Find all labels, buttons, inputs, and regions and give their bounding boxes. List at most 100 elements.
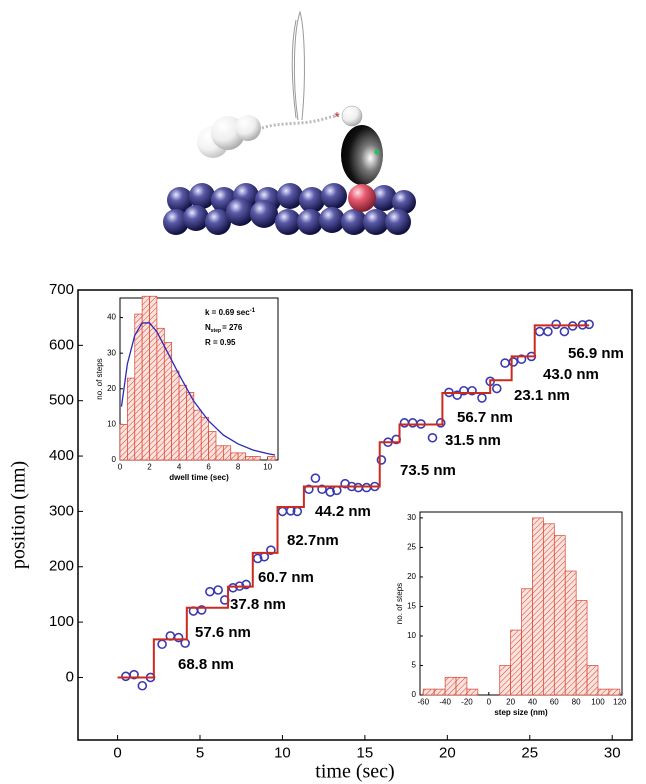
- step-trace: [117, 324, 590, 679]
- y-tick-label: 0: [412, 690, 417, 699]
- fit-stat-sup: -1: [250, 308, 256, 314]
- data-point: [129, 669, 139, 680]
- y-axis-label: position (nm): [8, 461, 30, 569]
- y-tick-label: 20: [107, 384, 116, 393]
- x-tick-label: 100: [591, 697, 605, 706]
- histogram-bar: [171, 370, 180, 461]
- x-tick-label: 20: [506, 697, 515, 706]
- histogram-bar: [208, 431, 217, 461]
- x-tick-label: 10: [274, 744, 291, 761]
- histogram-bar: [156, 327, 165, 461]
- step-size-label: 37.8 nm: [230, 596, 286, 613]
- y-axis-label: no. of steps: [95, 358, 104, 399]
- histogram-bar: [119, 424, 128, 461]
- histogram-bar: [455, 676, 468, 696]
- data-point: [317, 484, 327, 495]
- histogram-bar: [200, 416, 209, 461]
- fit-stat-text: R = 0.95: [205, 338, 236, 347]
- x-tick-label: 10: [263, 462, 272, 471]
- x-tick-label: 8: [236, 462, 241, 471]
- step-size-label: 23.1 nm: [514, 387, 570, 404]
- x-tick-label: 80: [572, 697, 581, 706]
- histogram-bar: [608, 688, 621, 696]
- histogram-bar: [245, 456, 254, 461]
- x-tick-label: -40: [439, 697, 451, 706]
- data-point: [584, 319, 594, 330]
- data-point: [467, 385, 477, 396]
- y-tick-label: 100: [49, 613, 74, 630]
- histogram-bar: [543, 523, 555, 696]
- histogram-bar: [267, 456, 276, 461]
- histogram-bar: [163, 342, 173, 461]
- data-point: [516, 354, 527, 364]
- histogram-bar: [230, 452, 239, 461]
- data-point: [213, 585, 223, 595]
- histogram-bar: [575, 600, 588, 696]
- histogram-bar: [141, 295, 150, 461]
- data-point: [491, 383, 502, 394]
- fit-stat-text: N: [205, 323, 211, 332]
- histogram-bar: [127, 377, 136, 461]
- x-tick-label: -60: [417, 697, 429, 706]
- x-tick-label: 0: [487, 697, 492, 706]
- y-tick-label: 0: [112, 455, 117, 464]
- data-point: [543, 326, 553, 337]
- histogram-bar: [215, 445, 224, 461]
- data-point: [325, 487, 336, 497]
- y-tick-label: 20: [407, 572, 416, 581]
- x-tick-label: 30: [604, 744, 621, 761]
- x-tick-label: 4: [177, 462, 182, 471]
- histogram-bar: [586, 665, 599, 696]
- histogram-bar: [433, 688, 446, 696]
- x-tick-label: 20: [439, 744, 456, 761]
- chart: 0 10 20 30 40 0 2 4 6 8 10 dwell time (sec) no. of s…: [95, 295, 279, 482]
- y-tick-label: 200: [49, 558, 74, 575]
- step-size-label: 60.7 nm: [258, 569, 314, 586]
- fit-stat-rest: = 276: [222, 323, 243, 332]
- y-tick-label: 0: [66, 668, 74, 685]
- y-tick-label: 300: [49, 502, 74, 519]
- step-size-label: 43.0 nm: [543, 366, 599, 383]
- data-point: [508, 357, 519, 367]
- y-tick-label: 15: [407, 602, 416, 611]
- fit-stat: k = 0.69 sec-1: [205, 308, 256, 318]
- histogram-bar: [499, 665, 511, 696]
- x-axis-label: dwell time (sec): [169, 473, 229, 482]
- x-tick-label: 0: [113, 744, 121, 761]
- histogram-bar: [510, 629, 522, 696]
- x-tick-label: 25: [521, 744, 538, 761]
- data-point: [376, 455, 387, 465]
- histogram-bar: [186, 392, 195, 461]
- step-size-label: 73.5 nm: [400, 462, 456, 479]
- x-axis-label: time (sec): [315, 761, 394, 783]
- step-size-label: 68.8 nm: [178, 656, 234, 673]
- y-tick-label: 30: [407, 513, 416, 522]
- data-point: [241, 579, 251, 590]
- data-point: [137, 680, 148, 691]
- y-tick-label: 30: [107, 348, 116, 357]
- x-tick-label: 5: [196, 744, 204, 761]
- y-tick-label: 5: [412, 661, 417, 670]
- histogram-bar: [149, 295, 158, 461]
- histogram-bar: [564, 570, 577, 696]
- data-point: [427, 432, 438, 443]
- data-point: [559, 326, 570, 337]
- y-tick-label: 500: [49, 392, 74, 409]
- fit-stat-text: k = 0.69 sec: [205, 308, 250, 317]
- y-tick-label: 400: [49, 447, 74, 464]
- y-tick-label: 25: [407, 543, 416, 552]
- fit-curve: [120, 322, 276, 456]
- y-tick-label: 600: [49, 336, 74, 353]
- histogram-bar: [553, 535, 566, 696]
- data-point: [435, 418, 446, 428]
- y-tick-label: 40: [107, 313, 116, 322]
- x-tick-label: -20: [461, 697, 473, 706]
- y-tick-label: 700: [49, 281, 74, 298]
- fit-stat: R = 0.95: [205, 338, 236, 347]
- histogram-bar: [237, 452, 246, 461]
- histogram-bar: [422, 688, 435, 696]
- x-axis-label: step size (nm): [494, 708, 548, 717]
- fit-stat-sub: step: [211, 328, 221, 334]
- step-size-label: 57.6 nm: [195, 624, 251, 641]
